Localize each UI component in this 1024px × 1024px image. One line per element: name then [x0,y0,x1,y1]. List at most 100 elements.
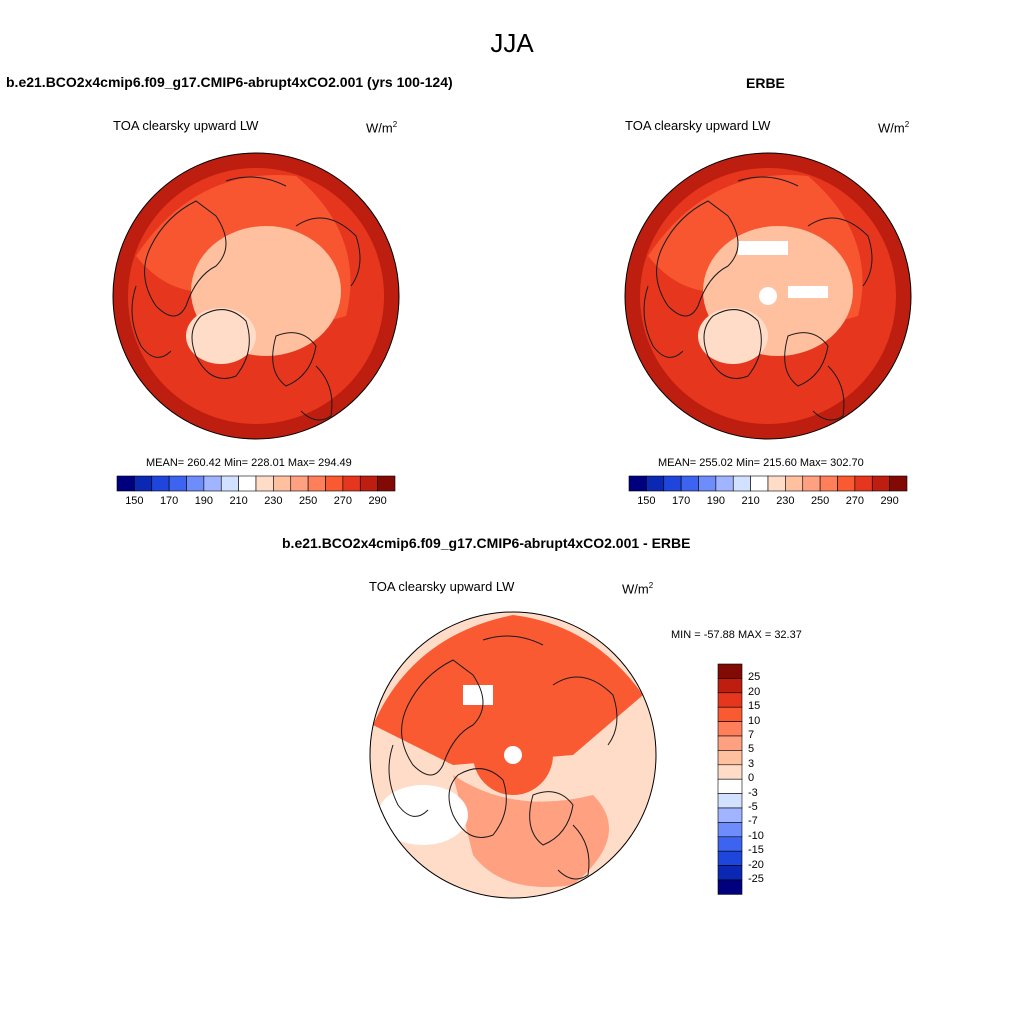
coastline [557,824,590,880]
panel2-title: ERBE [746,75,785,91]
panel2-colorbar [628,475,908,492]
colorbar-tick-label: 10 [748,714,761,727]
colorbar-tick-label: 20 [748,685,761,698]
coastline [300,365,333,421]
colorbar-tick-label: 25 [748,671,761,684]
colorbar-box [342,475,361,492]
colorbar-box [717,850,743,866]
coastline [529,791,574,846]
colorbar-box [717,778,743,794]
colorbar-tick-label: -20 [748,858,764,871]
colorbar-tick-label: -10 [748,829,764,842]
colorbar-box [151,475,170,492]
coastline [295,217,361,287]
missing-data-band [738,241,788,255]
colorbar-box [290,475,309,492]
panel1-colorbar [116,475,396,492]
coastline [225,176,287,187]
colorbar-tick-label: 290 [880,495,899,507]
colorbar-box [717,793,743,809]
colorbar-box [717,822,743,838]
coastline [144,200,227,317]
colorbar-tick-label: -3 [748,786,758,799]
field-greenland [186,308,256,364]
panel2-map [625,153,911,439]
field-atlantic [378,785,468,845]
colorbar-box [717,735,743,751]
missing-data-pole [504,746,522,764]
panel3-stats: MIN = -57.88 MAX = 32.37 [671,629,802,641]
coastline [191,309,250,379]
colorbar-box [871,475,890,492]
colorbar-tick-label: 210 [229,495,248,507]
colorbar-tick-label: 0 [748,772,755,785]
colorbar-tick-label: -7 [748,815,758,828]
colorbar-box [663,475,682,492]
panel1-map [113,153,399,439]
coastline [482,635,544,646]
coastline [272,332,317,387]
colorbar-tick-label: 190 [194,495,214,507]
colorbar-tick-label: 270 [333,495,353,507]
coastline [131,285,172,358]
season-title: JJA [490,28,534,58]
colorbar-box [854,475,873,492]
colorbar-box [717,879,743,895]
missing-data-band [788,286,828,298]
coastline [807,217,873,287]
coastline [703,309,762,379]
coastline [552,676,618,746]
colorbar-box [238,475,257,492]
coastline [737,176,799,187]
colorbar-box [698,475,717,492]
colorbar-box [802,475,821,492]
colorbar-box [359,475,378,492]
panel2-map-border [624,152,912,440]
colorbar-box [325,475,344,492]
colorbar-tick-label: 230 [776,495,795,507]
colorbar-box [717,865,743,881]
colorbar-box [732,475,751,492]
coastline [388,744,429,817]
colorbar-box [750,475,769,492]
colorbar-box [220,475,239,492]
missing-data-band [463,685,493,705]
coastline [401,659,484,776]
panel2-stats: MEAN= 255.02 Min= 215.60 Max= 302.70 [658,457,864,469]
colorbar-tick-label: 250 [298,495,318,507]
panel1-title: b.e21.BCO2x4cmip6.f09_g17.CMIP6-abrupt4x… [6,74,453,90]
colorbar-tick-label: -25 [748,873,764,885]
colorbar-tick-label: 270 [845,495,865,507]
colorbar-box [767,475,786,492]
colorbar-box [889,475,908,492]
field-north-america [373,615,643,765]
colorbar-box [134,475,153,492]
colorbar-tick-label: 230 [264,495,283,507]
colorbar-box [273,475,292,492]
colorbar-box [628,475,647,492]
colorbar-tick-label: 7 [748,729,755,741]
colorbar-box [717,678,743,694]
field-greenland [698,308,768,364]
colorbar-box [203,475,222,492]
colorbar-box [819,475,838,492]
colorbar-box [717,836,743,852]
coastline [812,365,845,421]
colorbar-tick-label: 5 [748,743,755,756]
colorbar-box [168,475,187,492]
colorbar-box [680,475,699,492]
panel3-variable-label: TOA clearsky upward LW [369,579,515,594]
panel2-units: W/m2 [878,120,910,136]
panel3-map-border [369,611,657,899]
panel3-colorbar [717,663,743,895]
panel3-units: W/m2 [622,581,654,597]
panel3-title: b.e21.BCO2x4cmip6.f09_g17.CMIP6-abrupt4x… [282,535,691,551]
panel1-units: W/m2 [366,120,398,136]
field-eurasia [453,775,609,887]
colorbar-box [717,663,743,679]
colorbar-box [307,475,326,492]
coastline [643,285,684,358]
colorbar-tick-label: 190 [706,495,726,507]
colorbar-tick-label: -5 [748,801,758,813]
